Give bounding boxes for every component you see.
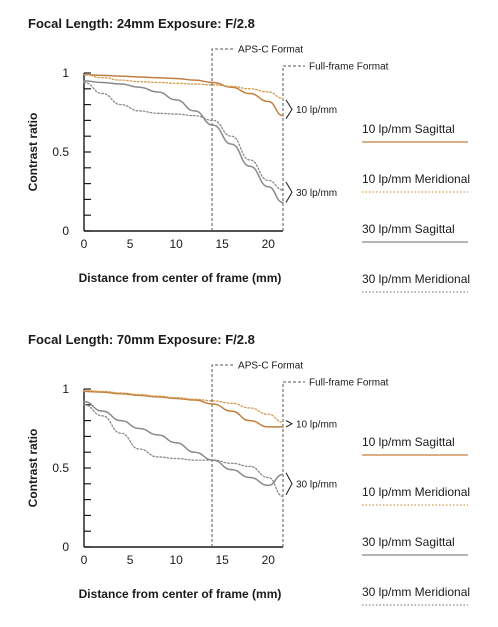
- x-tick-label: 20: [262, 553, 276, 567]
- x-tick-label: 10: [169, 237, 183, 251]
- x-tick-label: 15: [216, 237, 230, 251]
- x-tick-label: 5: [127, 553, 134, 567]
- y-axis-label: Contrast ratio: [26, 113, 40, 192]
- x-tick-label: 0: [81, 553, 88, 567]
- y-tick-label: 0.5: [52, 145, 69, 159]
- group-bracket: [285, 472, 293, 496]
- y-ticks: 00.51: [52, 66, 91, 238]
- series-line-30-lp-mm-meridional: [83, 81, 284, 191]
- series-line-10-lp-mm-sagittal: [83, 73, 284, 117]
- group-bracket: [285, 181, 293, 203]
- legend-label: 30 lp/mm Meridional: [362, 272, 470, 286]
- y-axis-label: Contrast ratio: [26, 429, 40, 508]
- format-markers: APS-C Format Full-frame Format: [211, 45, 389, 231]
- group-label: 30 lp/mm: [296, 188, 337, 199]
- y-ticks: 00.51: [52, 382, 91, 554]
- chart-70mm: Focal Length: 70mm Exposure: F/2.8 Contr…: [26, 332, 389, 601]
- group-label: 10 lp/mm: [296, 105, 337, 116]
- series-lines: [83, 73, 284, 204]
- series-line-10-lp-mm-sagittal: [83, 390, 284, 428]
- x-tick-label: 15: [216, 553, 230, 567]
- group-label: 10 lp/mm: [296, 419, 337, 430]
- y-tick-label: 1: [62, 66, 69, 80]
- x-axis-label: Distance from center of frame (mm): [79, 587, 282, 601]
- x-tick-label: 10: [169, 553, 183, 567]
- x-tick-label: 5: [127, 237, 134, 251]
- y-tick-label: 0: [62, 540, 69, 554]
- group-labels: 10 lp/mm 30 lp/mm: [285, 99, 337, 203]
- x-tick-label: 20: [262, 237, 276, 251]
- y-tick-label: 1: [62, 382, 69, 396]
- format-markers: APS-C Format Full-frame Format: [211, 361, 389, 547]
- series-lines: [83, 389, 284, 498]
- legend-label: 10 lp/mm Sagittal: [362, 122, 455, 136]
- chart-title: Focal Length: 24mm Exposure: F/2.8: [28, 16, 255, 31]
- axes: [83, 389, 283, 548]
- format-boundary-line: [211, 48, 235, 231]
- format-boundary-line: [282, 65, 305, 231]
- x-tick-label: 0: [81, 237, 88, 251]
- series-line-10-lp-mm-meridional: [83, 73, 284, 99]
- legend-label: 10 lp/mm Sagittal: [362, 435, 455, 449]
- format-boundary-line: [211, 364, 235, 547]
- group-bracket: [285, 420, 294, 428]
- legend-label: 30 lp/mm Sagittal: [362, 222, 455, 236]
- x-ticks: 0 5 10 15 20: [81, 237, 276, 251]
- legend-bottom: 10 lp/mm Sagittal 10 lp/mm Meridional 30 l…: [362, 435, 470, 606]
- group-labels: 10 lp/mm 30 lp/mm: [285, 419, 337, 496]
- series-line-30-lp-mm-sagittal: [83, 400, 284, 487]
- format-boundary-line: [282, 381, 305, 547]
- chart-24mm: Focal Length: 24mm Exposure: F/2.8 Contr…: [26, 16, 389, 285]
- format-label: APS-C Format: [238, 45, 303, 56]
- format-label: Full-frame Format: [309, 378, 389, 389]
- series-line-10-lp-mm-meridional: [83, 389, 284, 423]
- series-line-30-lp-mm-sagittal: [83, 80, 284, 204]
- y-tick-label: 0: [62, 224, 69, 238]
- format-label: Full-frame Format: [309, 62, 389, 73]
- legend-label: 30 lp/mm Sagittal: [362, 535, 455, 549]
- format-label: APS-C Format: [238, 361, 303, 372]
- legend-label: 30 lp/mm Meridional: [362, 585, 470, 599]
- group-bracket: [285, 99, 293, 120]
- axes: [83, 73, 283, 232]
- group-label: 30 lp/mm: [296, 479, 337, 490]
- chart-title: Focal Length: 70mm Exposure: F/2.8: [28, 332, 255, 347]
- x-axis-label: Distance from center of frame (mm): [79, 271, 282, 285]
- series-line-30-lp-mm-meridional: [83, 404, 284, 498]
- legend-label: 10 lp/mm Meridional: [362, 172, 470, 186]
- y-tick-label: 0.5: [52, 461, 69, 475]
- legend-label: 10 lp/mm Meridional: [362, 485, 470, 499]
- legend-top: 10 lp/mm Sagittal 10 lp/mm Meridional 30 l…: [362, 122, 470, 293]
- x-ticks: 0 5 10 15 20: [81, 553, 276, 567]
